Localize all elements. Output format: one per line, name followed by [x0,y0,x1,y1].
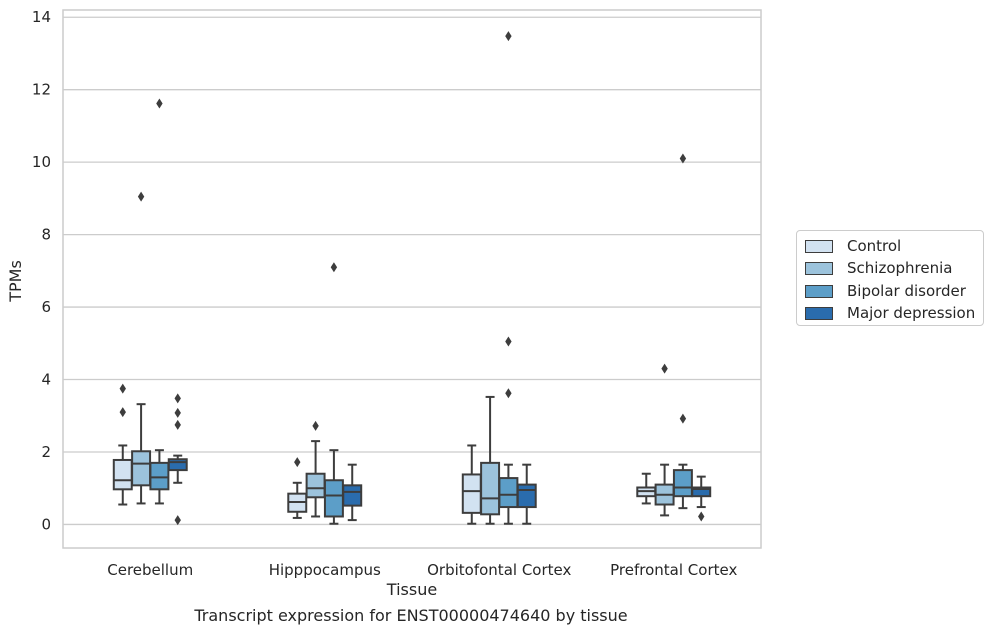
outlier-point [505,336,512,347]
x-tick-label: Orbitofontal Cortex [427,561,571,579]
legend-item-schizophrenia: Schizophrenia [805,257,952,279]
outlier-point [174,515,181,526]
outlier-point [679,153,687,164]
outlier-point [174,393,181,404]
x-tick-label: Cerebellum [107,561,193,579]
box-body [691,486,712,498]
box-body [461,473,482,514]
y-tick-label: 12 [32,81,51,99]
outlier-point [330,262,338,273]
y-tick-label: 8 [41,226,51,244]
box-body [516,483,537,509]
legend-item-control: Control [805,235,901,257]
y-tick-label: 0 [41,515,51,533]
box-elements [112,31,712,526]
y-tick-label: 14 [32,8,51,26]
plot-frame [62,9,762,549]
chart-title: Transcript expression for ENST0000047464… [194,606,628,625]
outlier-point [312,420,319,431]
legend-label-schizophrenia: Schizophrenia [847,259,953,277]
legend-swatch-bipolar-disorder [805,284,833,298]
legend-label-control: Control [847,237,902,255]
y-tick-label: 6 [41,298,51,316]
y-tick-label: 4 [41,371,51,389]
x-tick-label: Hipppocampus [269,561,381,579]
box-body [131,450,152,487]
legend-label-bipolar-disorder: Bipolar disorder [847,282,966,300]
outlier-point [661,363,668,374]
box-body [480,461,501,516]
y-axis-label: TPMs [6,260,25,303]
box-body [305,472,326,499]
outlier-point [119,383,126,394]
x-tick-labels: Cerebellum Hipppocampus Orbitofontal Corte… [107,561,737,579]
outlier-point [174,407,181,418]
legend-item-bipolar-disorder: Bipolar disorder [805,280,966,302]
legend-swatch-major-depression [805,306,833,320]
legend-swatch-control [805,239,833,253]
box-body [112,458,133,491]
x-tick-label: Prefrontal Cortex [610,561,737,579]
y-tick-label: 2 [41,443,51,461]
legend-swatch-schizophrenia [805,261,833,275]
y-tick-labels: 0 2 4 6 8 10 12 14 [32,8,51,533]
box-body [167,458,188,472]
legend: Control Schizophrenia Bipolar disorder M… [796,230,984,326]
box-body [498,477,519,509]
outlier-point [174,419,181,430]
outlier-point [119,407,126,418]
outlier-point [505,31,512,42]
outlier-point [679,413,687,424]
outlier-point [294,457,301,468]
box-body [672,469,693,498]
y-tick-label: 10 [32,153,51,171]
outlier-point [505,388,512,399]
legend-item-major-depression: Major depression [805,302,975,324]
grid-lines [63,16,761,526]
x-axis-label: Tissue [386,580,437,599]
box-body [342,484,363,507]
box-body [149,461,170,491]
outlier-point [137,191,145,202]
box-body [323,479,344,518]
outlier-point [698,511,705,522]
legend-label-major-depression: Major depression [847,304,976,322]
outlier-point [156,98,163,109]
